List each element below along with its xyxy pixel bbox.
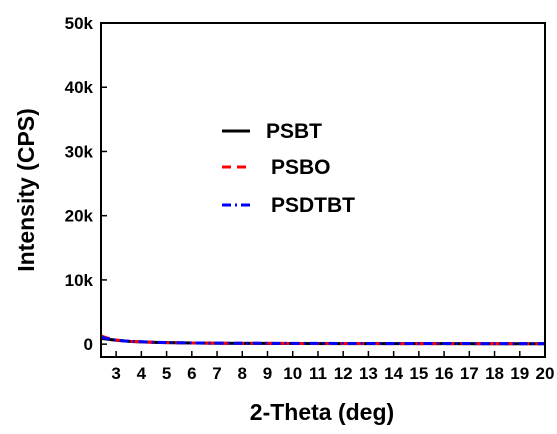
x-tick-label: 14	[384, 364, 403, 383]
x-tick-label: 16	[435, 364, 454, 383]
y-axis-title: Intensity (CPS)	[13, 108, 39, 272]
legend-label-psdtbt: PSDTBT	[271, 194, 355, 217]
series-layer	[100, 334, 546, 346]
x-tick-label: 4	[137, 364, 147, 383]
y-tick-label: 10k	[65, 271, 94, 290]
x-tick-label: 19	[510, 364, 529, 383]
plot-area-frame	[100, 22, 546, 358]
x-tick-label: 8	[238, 364, 247, 383]
legend-label-psbo: PSBO	[271, 156, 331, 179]
ticks-layer: 3 4 5 6 7 8 9 10 11 12 13 14 15 16 17 18 19 20 0 10k 20k 30k 4…	[65, 14, 555, 383]
legend-label-psbt: PSBT	[266, 120, 322, 143]
x-tick-label: 3	[111, 364, 120, 383]
y-tick-label: 30k	[65, 142, 94, 161]
y-tick-label: 20k	[65, 207, 94, 226]
series-line-psdtbt	[100, 335, 546, 346]
x-tick-label: 10	[283, 364, 302, 383]
x-tick-label: 20	[536, 364, 555, 383]
x-axis-title: 2-Theta (deg)	[250, 399, 394, 425]
x-tick-label: 15	[409, 364, 428, 383]
x-tick-label: 9	[263, 364, 272, 383]
y-tick-label: 0	[84, 335, 93, 354]
x-tick-label: 17	[460, 364, 479, 383]
y-tick-label: 40k	[65, 78, 94, 97]
x-tick-label: 13	[359, 364, 378, 383]
x-tick-label: 6	[187, 364, 196, 383]
x-tick-label: 7	[212, 364, 221, 383]
x-tick-label: 18	[485, 364, 504, 383]
legend: PSBT PSBO PSDTBT	[222, 120, 355, 217]
x-tick-label: 11	[309, 364, 327, 383]
x-tick-label: 12	[334, 364, 353, 383]
y-tick-label: 50k	[65, 14, 94, 33]
x-tick-label: 5	[162, 364, 171, 383]
